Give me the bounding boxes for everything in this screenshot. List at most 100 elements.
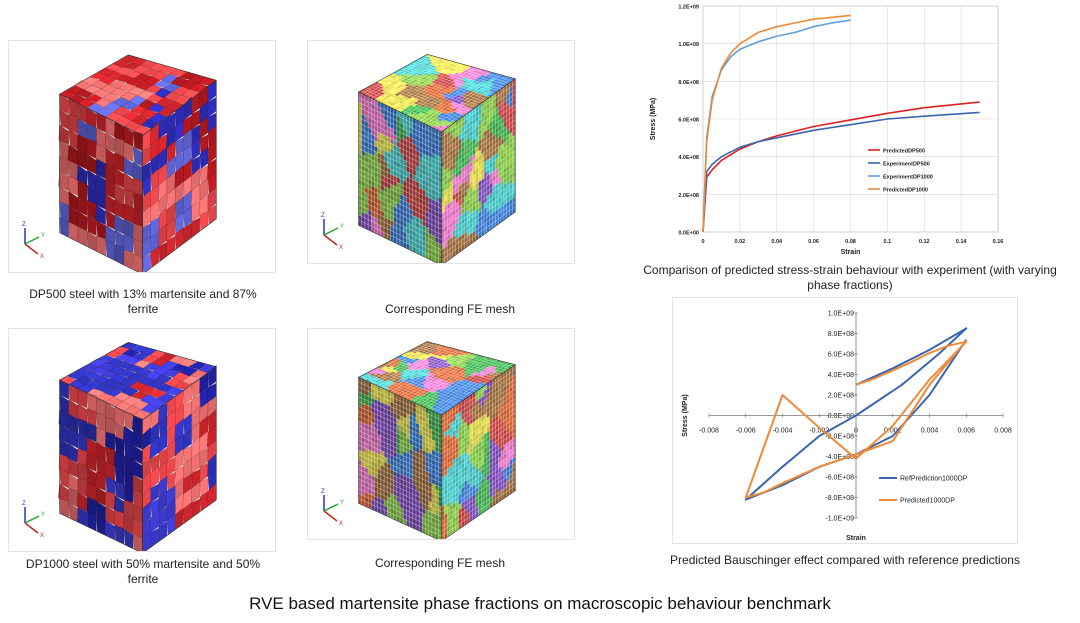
x-tick-label: -0.008 bbox=[699, 428, 719, 435]
x-tick-label: 0.12 bbox=[919, 239, 930, 245]
grain-cell bbox=[114, 244, 125, 266]
legend-entry: PredictedDP500 bbox=[883, 149, 925, 155]
series-line-Predicted1000DP bbox=[744, 340, 968, 499]
axis-x-line bbox=[323, 234, 338, 246]
figure-dp500-microstructure: Z Y X bbox=[8, 40, 276, 275]
stress-strain-chart: 0.0E+002.0E+084.0E+086.0E+088.0E+081.0E+… bbox=[650, 5, 1004, 257]
axis-x-label: X bbox=[339, 521, 343, 527]
y-tick-label: 1.0E+09 bbox=[828, 311, 854, 318]
y-tick-label: 2.0E+08 bbox=[828, 393, 854, 400]
top-face bbox=[357, 53, 516, 133]
axis-y-line bbox=[24, 236, 40, 245]
grain-cell bbox=[59, 498, 70, 519]
axis-y-label: Y bbox=[340, 224, 344, 230]
x-tick-label: 0.16 bbox=[993, 239, 1004, 245]
axis-triad-icon: ZYX bbox=[22, 501, 45, 539]
x-tick-label: -0.006 bbox=[736, 428, 756, 435]
axis-x-line bbox=[24, 243, 39, 255]
top-face bbox=[58, 54, 217, 137]
x-tick-label: 0.04 bbox=[771, 239, 783, 245]
x-tick-label: 0.02 bbox=[735, 239, 746, 245]
caption-dp500-mesh: Corresponding FE mesh bbox=[384, 302, 516, 316]
y-tick-label: 6.0E+08 bbox=[678, 118, 699, 124]
axis-z-label: Z bbox=[321, 489, 325, 495]
axis-triad-icon: Z Y X bbox=[321, 489, 344, 527]
axis-x-line bbox=[24, 522, 39, 534]
right-face bbox=[441, 364, 516, 542]
grain-cell bbox=[95, 235, 106, 257]
x-tick-label: -0.002 bbox=[809, 428, 829, 435]
x-tick-label: 0 bbox=[701, 239, 704, 245]
footer-title: RVE based martensite phase fractions on … bbox=[249, 594, 831, 613]
axis-y-line bbox=[323, 503, 339, 512]
axis-x-label: X bbox=[40, 533, 44, 539]
series-line-PredictedDP500 bbox=[702, 101, 980, 233]
face-edge bbox=[142, 366, 217, 554]
legend-entry: ExperimentDP500 bbox=[883, 162, 930, 168]
face-edge bbox=[441, 364, 516, 542]
right-face bbox=[141, 364, 217, 554]
grain-cell bbox=[59, 216, 70, 238]
legend-entry: RefPrediction1000DP bbox=[900, 476, 968, 483]
legend-entry: ExperimentDP1000 bbox=[883, 175, 933, 181]
caption-dp1000: DP1000 steel with 50% martensite and 50%… bbox=[25, 557, 261, 586]
x-tick-label: 0.008 bbox=[994, 428, 1012, 435]
series-line-ExperimentDP500 bbox=[702, 111, 980, 233]
axis-triad-icon: ZYX bbox=[321, 213, 344, 251]
x-axis-label: Strain bbox=[846, 535, 866, 542]
x-tick-label: 0.14 bbox=[956, 239, 968, 245]
cube-render: ZYX bbox=[22, 341, 217, 554]
legend-entry: PredictedDP1000 bbox=[883, 188, 928, 194]
series-line-RefPrediction1000DP bbox=[744, 327, 968, 501]
caption-dp1000-mesh: Corresponding FE mesh bbox=[374, 556, 506, 570]
axis-x-line bbox=[323, 510, 338, 522]
caption-stress-strain: Comparison of predicted stress-strain be… bbox=[643, 263, 1057, 292]
legend-entry: Predicted1000DP bbox=[900, 498, 955, 505]
caption-bauschinger: Predicted Bauschinger effect compared wi… bbox=[670, 553, 1020, 567]
x-tick-label: 0.004 bbox=[921, 428, 939, 435]
y-tick-label: 6.0E+08 bbox=[828, 352, 854, 359]
x-tick-label: 0.06 bbox=[808, 239, 819, 245]
x-tick-label: 0.006 bbox=[957, 428, 975, 435]
figure-dp1000-fe-mesh: Z Y X bbox=[307, 328, 575, 542]
grain-cell bbox=[86, 511, 97, 532]
y-tick-label: -6.0E+08 bbox=[825, 475, 854, 482]
left-face bbox=[58, 93, 143, 275]
axis-z-label: Z bbox=[22, 222, 26, 228]
y-tick-label: 4.0E+08 bbox=[678, 155, 699, 161]
bauschinger-chart: -1.0E+09-8.0E+08-6.0E+08-4.0E+08-2.0E+08… bbox=[682, 311, 1012, 543]
y-tick-label: 1.0E+09 bbox=[678, 42, 699, 48]
face-edge bbox=[142, 79, 217, 275]
axis-z-label: Z bbox=[22, 501, 26, 507]
left-face bbox=[358, 91, 442, 266]
axis-y-label: Y bbox=[340, 500, 344, 506]
left-face bbox=[358, 376, 442, 542]
grain-cell bbox=[133, 253, 143, 275]
y-tick-label: 1.2E+09 bbox=[678, 5, 699, 11]
top-face bbox=[58, 341, 217, 421]
x-tick-label: 0.002 bbox=[884, 428, 902, 435]
axis-y-label: Y bbox=[41, 233, 45, 239]
y-axis-label: Stress (MPa) bbox=[650, 98, 657, 140]
axis-x-label: X bbox=[339, 245, 343, 251]
axis-y-line bbox=[24, 515, 40, 524]
bauschinger-chart-panel: -1.0E+09 -8.0E+08 -6.0E+08 -4.0E+08 -2.0E+08… bbox=[672, 297, 1018, 544]
caption-dp500: DP500 steel with 13% martensite and 87% … bbox=[29, 287, 257, 316]
x-tick-label: -0.004 bbox=[773, 428, 793, 435]
y-tick-label: 8.0E+08 bbox=[678, 80, 699, 86]
right-face bbox=[141, 79, 217, 275]
series-line-PredictedDP1000 bbox=[702, 14, 851, 233]
y-tick-label: 4.0E+08 bbox=[828, 372, 854, 379]
x-tick-label: 0.08 bbox=[845, 239, 856, 245]
mesh-render: ZYX bbox=[321, 53, 516, 266]
y-tick-label: 2.0E+08 bbox=[678, 193, 699, 199]
axis-y-line bbox=[323, 227, 339, 236]
y-tick-label: 0.0E+00 bbox=[828, 413, 854, 420]
y-tick-label: -8.0E+08 bbox=[825, 495, 854, 502]
y-axis-label: Stress (MPa) bbox=[682, 394, 689, 436]
y-tick-label: -1.0E+09 bbox=[825, 516, 854, 523]
mesh-render: Z Y X bbox=[321, 341, 516, 542]
axis-x-label: X bbox=[40, 254, 44, 260]
